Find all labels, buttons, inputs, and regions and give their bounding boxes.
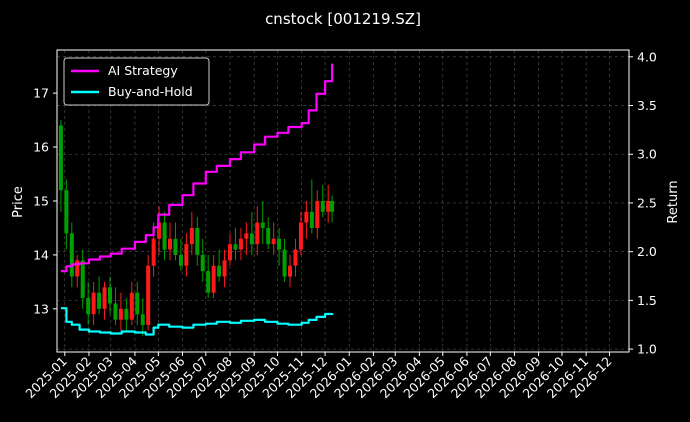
right-tick-label: 1.0: [637, 342, 657, 357]
candle-body: [135, 292, 140, 315]
candle-body: [178, 254, 183, 266]
right-tick-label: 3.5: [637, 98, 657, 113]
candle-body: [217, 265, 222, 277]
right-tick-label: 1.5: [637, 293, 657, 308]
candle-body: [107, 287, 112, 304]
candle-body: [97, 292, 102, 309]
candle-body: [86, 298, 91, 315]
right-tick-label: 2.0: [637, 244, 657, 259]
candle-body: [304, 211, 309, 223]
candle-body: [238, 238, 243, 250]
candle-body: [184, 244, 189, 266]
candle-body: [75, 260, 80, 277]
candle-body: [173, 238, 178, 255]
series-line-buy-and-hold: [60, 307, 334, 336]
candle-body: [64, 190, 69, 234]
right-tick-label: 2.5: [637, 195, 657, 210]
right-tick-label: 3.0: [637, 147, 657, 162]
candle-body: [124, 308, 129, 320]
candle-body: [288, 265, 293, 277]
candle-body: [249, 233, 254, 245]
candle-body: [157, 222, 162, 239]
candle-body: [129, 292, 134, 320]
candle-body: [211, 265, 216, 293]
right-axis-label: Return: [666, 180, 681, 223]
candle-body: [293, 249, 298, 266]
candle-body: [151, 238, 156, 266]
return-lines: [60, 63, 334, 336]
candle-body: [140, 314, 145, 326]
candle-body: [244, 233, 249, 239]
candle-body: [320, 201, 325, 212]
candlesticks: [58, 120, 335, 336]
legend-label-buy-and-hold: Buy-and-Hold: [108, 84, 193, 99]
candle-body: [200, 254, 205, 272]
candle-body: [326, 201, 331, 212]
left-tick-label: 14: [33, 247, 49, 262]
candle-body: [195, 227, 200, 255]
candle-body: [118, 308, 123, 320]
candle-body: [282, 249, 287, 277]
candle-body: [255, 222, 260, 245]
candle-body: [113, 303, 118, 320]
candle-body: [80, 260, 85, 299]
candle-body: [330, 201, 335, 212]
candle-body: [233, 244, 238, 250]
legend-box: [63, 57, 210, 106]
right-tick-label: 4.0: [637, 49, 657, 64]
chart-title: cnstock [001219.SZ]: [265, 10, 421, 28]
candle-body: [309, 211, 314, 228]
candle-body: [91, 292, 96, 315]
left-tick-label: 15: [33, 194, 49, 209]
left-axis-ticks: 13 14 15 16 17: [33, 86, 57, 316]
candle-body: [58, 125, 63, 191]
candle-body: [266, 227, 271, 245]
left-tick-label: 13: [33, 301, 49, 316]
left-tick-label: 17: [33, 86, 49, 101]
candle-body: [102, 287, 107, 309]
candle-body: [277, 238, 282, 250]
right-axis-ticks: 1.0 1.5 2.0 2.5 3.0 3.5 4.0: [629, 49, 657, 357]
candle-body: [315, 201, 320, 228]
candle-body: [162, 222, 167, 250]
left-axis-label: Price: [11, 186, 26, 218]
candle-body: [260, 222, 265, 228]
candle-body: [206, 271, 211, 293]
legend: AI Strategy Buy-and-Hold: [63, 57, 210, 106]
legend-label-ai-strategy: AI Strategy: [108, 63, 178, 78]
candle-body: [69, 233, 74, 277]
candle-body: [228, 244, 233, 261]
candle-body: [298, 222, 303, 250]
candle-body: [222, 260, 227, 277]
candle-body: [271, 238, 276, 245]
candle-body: [167, 238, 172, 250]
candle-body: [189, 227, 194, 245]
series-line-ai-strategy: [60, 63, 334, 273]
candle-body: [146, 265, 151, 326]
left-tick-label: 16: [33, 140, 49, 155]
